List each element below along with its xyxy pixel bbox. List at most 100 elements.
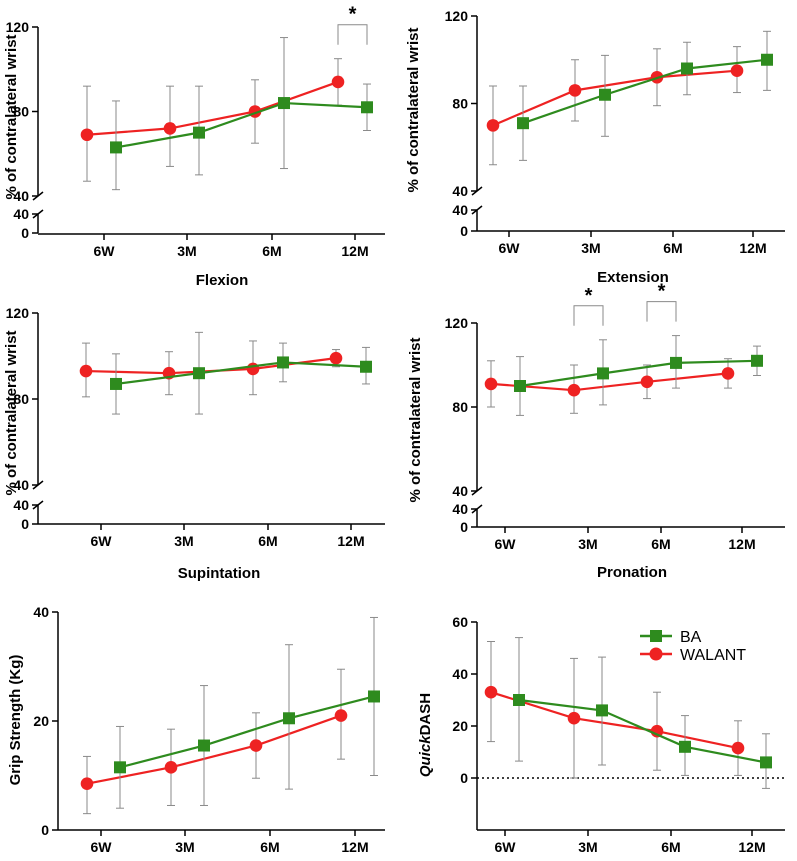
x-tick-label: 6M (663, 240, 682, 256)
x-tick-label: 3M (578, 536, 597, 552)
quickdash-chart: BA WALANT 0 20 40 60 6W 3M 6M 12M QuickDASH (417, 614, 785, 855)
ba-series-line (522, 58, 768, 125)
walant-data-point (80, 777, 94, 790)
x-tick-label: 6M (651, 536, 670, 552)
x-tick-label: 6M (258, 533, 277, 549)
significance-bracket (573, 305, 604, 326)
legend-walant-marker (649, 647, 663, 661)
y-tick-label: 40 (452, 483, 468, 499)
ba-series-line (115, 101, 368, 149)
x-tick-label: 12M (738, 839, 765, 855)
ba-data-point (193, 367, 205, 380)
y-tick-label: 80 (452, 399, 468, 415)
ba-data-point (517, 117, 529, 130)
walant-data-point (79, 364, 93, 378)
ba-data-point (670, 356, 682, 369)
y-tick-label: 120 (445, 315, 469, 331)
walant-data-point (164, 761, 178, 774)
x-tick-label: 6M (262, 243, 281, 259)
x-tick-label: 3M (177, 243, 196, 259)
x-tick-label: 12M (728, 536, 755, 552)
ba-data-point (679, 740, 691, 753)
supination-chart: 40 80 120 0 40 6W 3M 6M 12M % of contralateral wr… (3, 305, 385, 582)
pronation-chart: 40 80 120 0 40 6W 3M 6M 12M * * % of contralateral … (407, 281, 785, 581)
legend-walant-label: WALANT (680, 647, 746, 664)
y-tick-label: 0 (460, 519, 468, 535)
y-axis-title: QuickDASH (417, 693, 434, 777)
y-tick-label: 40 (452, 666, 468, 682)
y-tick-label: 40 (13, 477, 29, 493)
y-tick-label: 120 (6, 305, 30, 321)
y-tick-label: 40 (13, 206, 29, 222)
significance-bracket (646, 301, 677, 322)
y-tick-label: 120 (445, 8, 469, 24)
significance-marker: * (658, 281, 666, 303)
x-tick-label: 6W (495, 839, 517, 855)
ba-data-point (114, 761, 126, 774)
y-axis-title: % of contralateral wrist (3, 330, 20, 495)
ba-data-point (110, 377, 122, 390)
extension-chart: 40 80 120 0 40 6W 3M 6M 12M % of contralateral wr… (405, 8, 785, 286)
y-tick-label: 40 (13, 497, 29, 513)
significance-bracket (337, 24, 368, 45)
walant-data-point (731, 741, 745, 755)
y-tick-label: 0 (460, 223, 468, 239)
flexion-chart: 40 80 120 0 40 6W 3M 6M 12M * % of contralateral w… (3, 4, 385, 289)
y-tick-label: 40 (33, 604, 49, 620)
ba-data-point (751, 354, 763, 367)
ba-data-point (360, 360, 372, 373)
y-tick-label: 80 (452, 96, 468, 112)
walant-series-line (86, 714, 342, 785)
x-tick-label: 3M (578, 839, 597, 855)
legend-ba-marker (650, 630, 662, 642)
ba-data-point (597, 367, 609, 380)
x-tick-label: 12M (739, 240, 766, 256)
y-tick-label: 40 (452, 202, 468, 218)
ba-data-point (283, 712, 295, 725)
y-axis-title: % of contralateral wrist (407, 337, 424, 502)
ba-data-point (596, 704, 608, 717)
ba-series-line (518, 698, 767, 764)
x-tick-label: 3M (175, 839, 194, 855)
y-tick-label: 0 (21, 225, 29, 241)
y-axis-title: Grip Strength (Kg) (7, 655, 24, 786)
walant-data-point (334, 709, 348, 722)
ba-data-point (198, 739, 210, 752)
y-tick-label: 80 (13, 104, 29, 120)
y-axis-title-prefix: Quick (417, 735, 434, 777)
x-tick-label: 6W (495, 536, 517, 552)
ba-data-point (513, 694, 525, 706)
x-tick-label: 6W (91, 839, 113, 855)
ba-data-point (599, 88, 611, 101)
walant-data-point (331, 75, 345, 89)
walant-data-point (721, 367, 735, 380)
walant-data-point (730, 64, 744, 77)
ba-data-point (761, 53, 773, 66)
ba-data-point (361, 101, 373, 114)
walant-data-point (486, 119, 500, 132)
walant-series-line (490, 372, 729, 392)
legend: BA WALANT (640, 629, 746, 664)
ba-data-point (278, 97, 290, 110)
walant-series-line (490, 691, 739, 750)
legend-ba-label: BA (680, 629, 702, 646)
walant-data-point (163, 122, 177, 135)
walant-data-point (567, 711, 581, 725)
ba-data-point (514, 380, 526, 392)
x-tick-label: 3M (174, 533, 193, 549)
x-axis-title: Supintation (178, 565, 261, 582)
walant-data-point (329, 351, 343, 365)
ba-data-point (277, 356, 289, 369)
y-tick-label: 40 (13, 188, 29, 204)
walant-data-point (650, 724, 664, 738)
walant-data-point (249, 739, 263, 752)
y-tick-label: 60 (452, 614, 468, 630)
y-tick-label: 40 (452, 183, 468, 199)
x-tick-label: 12M (337, 533, 364, 549)
y-axis-title: % of contralateral wrist (405, 27, 422, 192)
y-axis-title: % of contralateral wrist (3, 34, 20, 199)
ba-series-line (119, 695, 375, 769)
walant-data-point (246, 362, 260, 376)
walant-data-point (568, 84, 582, 97)
